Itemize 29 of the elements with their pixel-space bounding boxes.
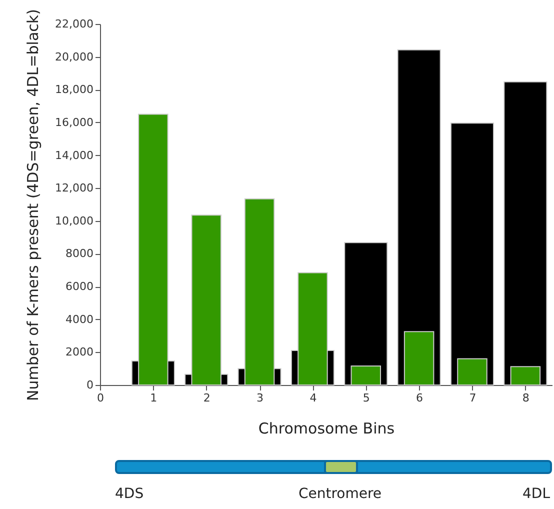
y-tick-label: 0 [86,378,94,392]
text: 4DL [522,486,550,502]
y-tick-label: 18,000 [55,83,94,96]
x-tick-label: 6 [416,392,424,404]
y-tick-label: 12,000 [55,182,94,195]
y-tick-label: 6000 [66,280,94,294]
y-tick-label: 8000 [66,247,94,260]
y-axis-title: Number of K-mers present (4DS=green, 4DL=black) [24,9,42,401]
y-tick-label: 22,000 [55,18,94,30]
x-tick-label: 2 [203,392,210,404]
x-tick-label: 0 [97,392,104,404]
y-tick-label: 4000 [66,312,94,326]
y-tick-label: 16,000 [55,116,94,129]
y-tick-label: 14,000 [55,148,94,162]
y-tick-label: 20,000 [55,50,94,64]
text: Centromere [298,486,382,502]
x-tick-label: 5 [362,392,370,404]
x-tick-label: 3 [256,392,264,404]
x-tick-label: 7 [469,392,476,404]
y-tick-label: 10,000 [55,214,94,228]
bar [504,81,548,386]
x-tick-label: 4 [310,392,317,404]
bar [344,242,388,386]
x-axis-title: Chromosome Bins [258,420,395,438]
text: 4DS [115,486,144,502]
x-tick-label: 1 [150,392,158,404]
bar [450,122,494,386]
y-tick-label: 2000 [66,346,94,359]
x-tick-label: 8 [522,392,530,404]
